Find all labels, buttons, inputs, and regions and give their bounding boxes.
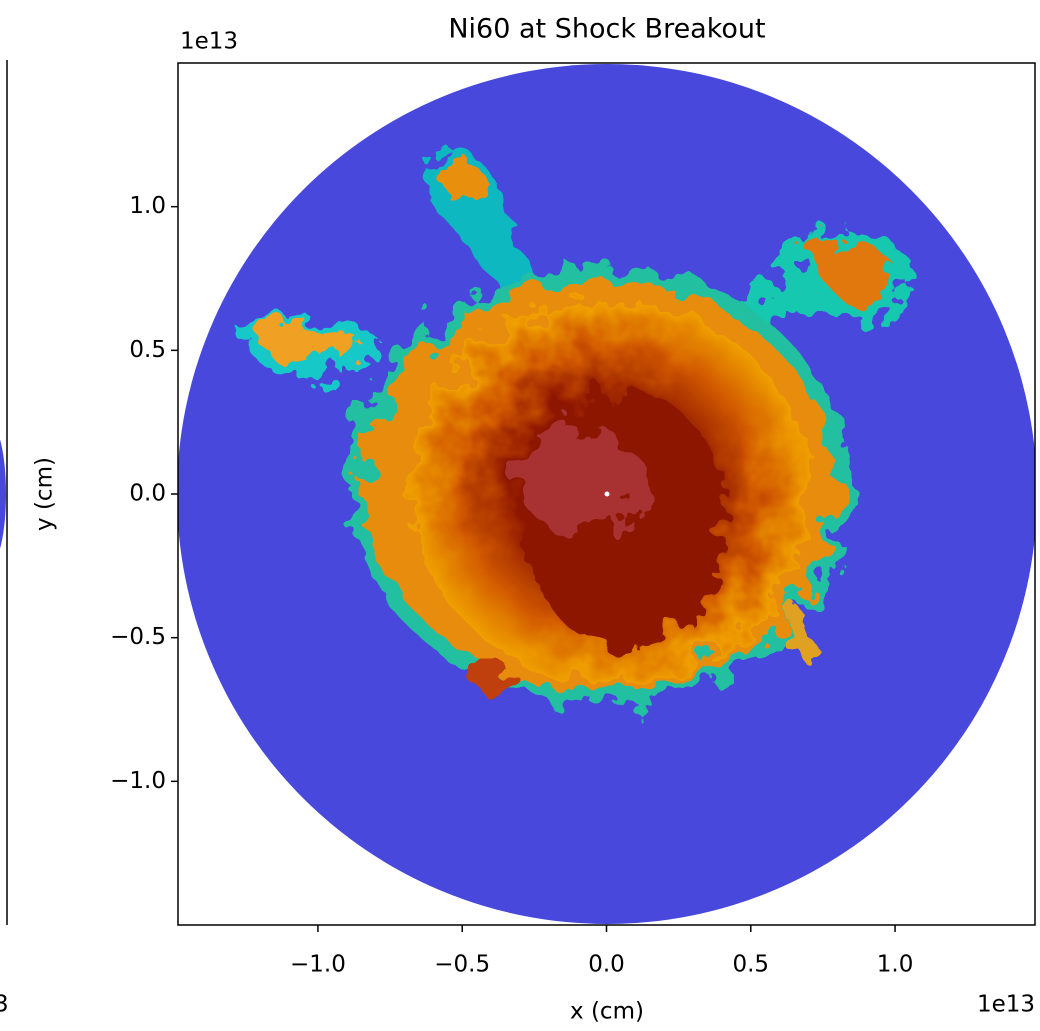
chart: Ni60 at Shock Breakout x (cm) y (cm) 1e1… (0, 0, 1040, 1031)
y-tick-label: 0.5 (129, 337, 166, 363)
x-tick-label: 1.0 (877, 952, 914, 978)
y-tick-label: 1.0 (129, 193, 166, 219)
x-tick-label: 0.5 (732, 952, 769, 978)
y-offset-label: 1e13 (180, 29, 238, 55)
x-axis-label: x (cm) (570, 999, 644, 1025)
x-tick-label: −0.5 (434, 952, 490, 978)
left-panel-offset-label: 3 (0, 992, 9, 1018)
x-offset-label: 1e13 (977, 992, 1035, 1018)
chart-title: Ni60 at Shock Breakout (448, 14, 765, 45)
left-panel-image (0, 424, 6, 564)
x-tick-label: −1.0 (290, 952, 346, 978)
y-axis-label: y (cm) (32, 457, 58, 531)
x-tick-label: 0.0 (588, 952, 625, 978)
y-tick-label: −0.5 (110, 624, 166, 650)
y-tick-label: 0.0 (129, 481, 166, 507)
y-tick-label: −1.0 (110, 768, 166, 794)
image-field (177, 64, 1037, 924)
